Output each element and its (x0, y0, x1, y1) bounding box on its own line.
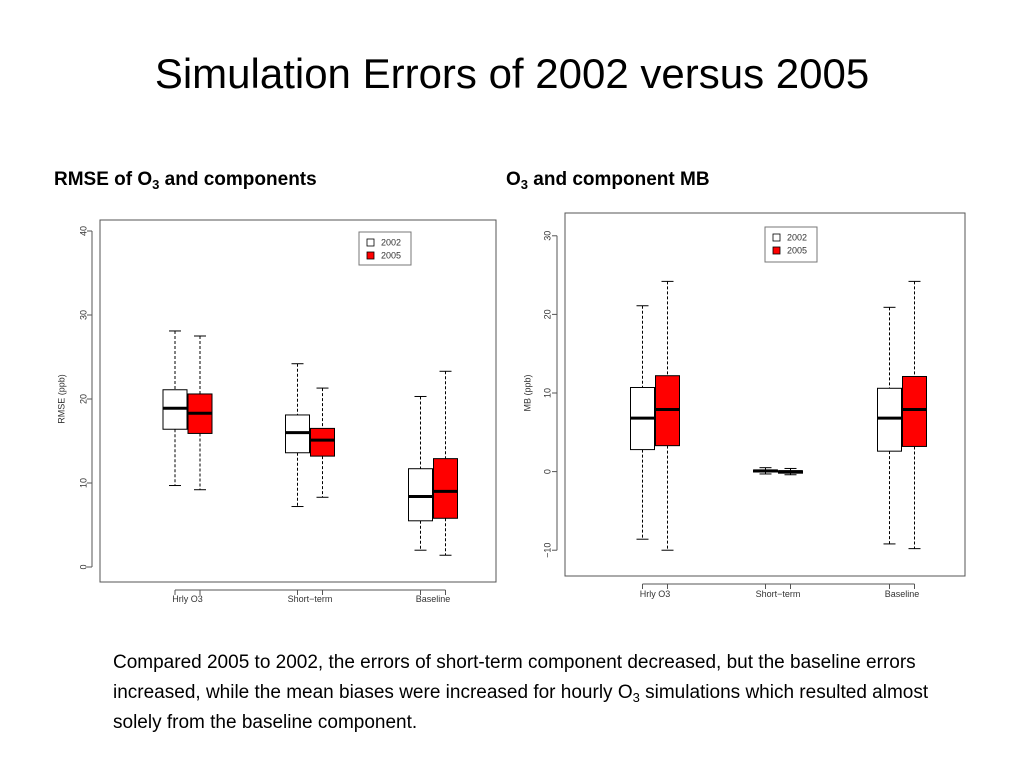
left-panel-label-text: RMSE of O (54, 169, 153, 190)
rmse-box-2002-0 (162, 330, 188, 487)
box-iqr (433, 458, 458, 519)
rmse-x-category-label: Baseline (416, 594, 451, 604)
mb-boxplot-chart: −10 0 10 20 30 MB (ppb) Hrly O3 Short−term Basel… (522, 212, 966, 599)
rmse-box-2005-1 (310, 387, 335, 498)
mb-x-category-label: Hrly O3 (640, 589, 671, 599)
mb-y-tick-label: 0 (542, 469, 552, 474)
mb-box-2002-2 (877, 306, 902, 545)
mb-y-tick-label: −10 (542, 543, 552, 558)
caption-subscript: 3 (632, 690, 640, 705)
rmse-legend: 2002 2005 (358, 231, 412, 266)
mb-plot-frame (564, 212, 966, 577)
legend-swatch (366, 251, 375, 260)
right-panel-label-subscript: 3 (520, 177, 529, 192)
mb-y-tick-label: 20 (542, 309, 552, 319)
caption-part1: Compared 2005 to 2002, the errors of sho… (113, 652, 916, 703)
caption-part2: simulations which resulted almost solely… (113, 682, 929, 733)
rmse-y-tick-label: 40 (78, 226, 88, 236)
box-iqr (310, 427, 335, 457)
right-panel-label-rest: and component MB (528, 169, 710, 190)
rmse-y-tick-label: 10 (78, 478, 88, 488)
mb-box-2005-1 (778, 467, 803, 476)
legend-entry-label: 2005 (787, 245, 807, 255)
rmse-box-2002-2 (408, 395, 433, 551)
rmse-boxplot-chart: 0 10 20 30 40 RMSE (ppb) Hrly O3 Short−term Base… (56, 219, 497, 604)
rmse-y-tick-label: 20 (78, 394, 88, 404)
rmse-plot-frame (99, 219, 497, 583)
legend-swatch (366, 238, 375, 247)
box-iqr (408, 468, 433, 522)
right-panel-label: O3 and component MB (506, 168, 710, 192)
legend-entry-label: 2002 (787, 232, 807, 242)
box-iqr (877, 387, 902, 452)
mb-legend: 2002 2005 (764, 226, 818, 263)
mb-y-tick-label: 30 (542, 231, 552, 241)
legend-entry-label: 2005 (381, 250, 401, 260)
rmse-box-2002-1 (285, 363, 310, 508)
left-panel-label-rest: and components (159, 169, 317, 190)
rmse-box-2005-0 (187, 335, 213, 491)
legend-box (764, 226, 818, 263)
left-panel-label: RMSE of O3 and components (54, 168, 317, 192)
right-panel-label-text: O (506, 169, 521, 190)
mb-box-2005-2 (902, 280, 927, 550)
left-panel-label-subscript: 3 (152, 177, 160, 192)
mb-y-axis-label: MB (ppb) (522, 374, 532, 411)
rmse-y-tick-label: 0 (78, 564, 88, 569)
rmse-y-tick-label: 30 (78, 310, 88, 320)
mb-box-2002-0 (630, 305, 655, 540)
rmse-y-axis-label: RMSE (ppb) (56, 374, 66, 424)
rmse-x-category-label: Hrly O3 (172, 594, 203, 604)
mb-y-tick-label: 10 (542, 388, 552, 398)
rmse-box-2005-2 (433, 370, 458, 556)
legend-swatch (772, 246, 781, 255)
legend-entry-label: 2002 (381, 237, 401, 247)
legend-box (358, 231, 412, 266)
caption-text: Compared 2005 to 2002, the errors of sho… (113, 648, 973, 738)
slide-title: Simulation Errors of 2002 versus 2005 (154, 50, 870, 97)
mb-x-category-label: Baseline (885, 589, 920, 599)
box-iqr (902, 375, 927, 447)
mb-box-2005-0 (655, 280, 680, 551)
rmse-x-category-label: Short−term (288, 594, 333, 604)
mb-x-category-label: Short−term (756, 589, 801, 599)
mb-box-2002-1 (753, 467, 778, 475)
legend-swatch (772, 233, 781, 242)
